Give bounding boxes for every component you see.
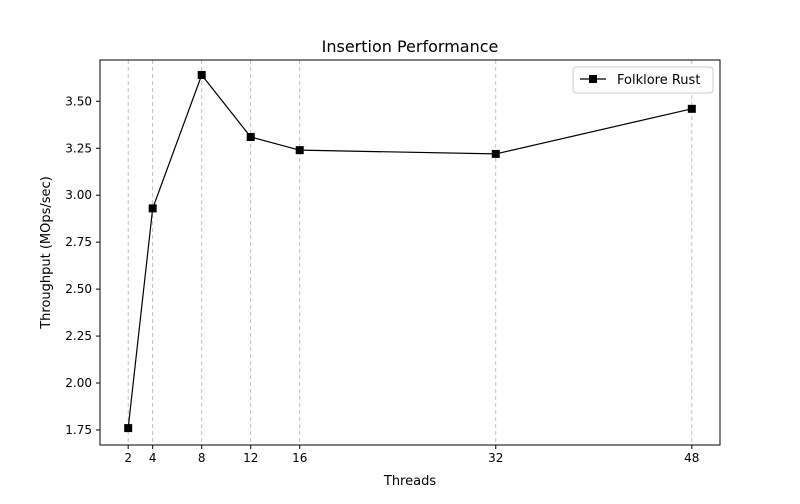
data-point-marker bbox=[491, 149, 500, 158]
y-tick-label: 2.00 bbox=[65, 376, 92, 390]
grid-layer bbox=[127, 60, 693, 445]
chart-title: Insertion Performance bbox=[322, 37, 499, 56]
data-point-marker bbox=[295, 146, 304, 155]
legend-label: Folklore Rust bbox=[617, 73, 700, 88]
x-tick-label: 48 bbox=[684, 451, 699, 465]
legend-square-marker bbox=[589, 75, 597, 83]
data-point-marker bbox=[197, 71, 206, 80]
y-tick-label: 3.50 bbox=[65, 94, 92, 108]
y-axis-label: Throughput (MOps/sec) bbox=[39, 176, 54, 330]
x-axis-label: Threads bbox=[383, 474, 436, 489]
series-line bbox=[127, 73, 692, 429]
y-tick-label: 3.00 bbox=[65, 188, 92, 202]
x-tick-label: 32 bbox=[488, 451, 503, 465]
x-tick-label: 12 bbox=[243, 451, 258, 465]
y-axis-ticks: 1.75 2.00 2.25 2.50 2.75 3.00 3.25 3.50 bbox=[65, 94, 100, 437]
plot-area-frame bbox=[99, 59, 721, 446]
legend-frame bbox=[572, 66, 714, 94]
x-axis-ticks: 2 4 8 12 16 32 48 bbox=[124, 445, 699, 465]
x-tick-label: 2 bbox=[124, 451, 132, 465]
data-point-marker bbox=[148, 204, 157, 213]
series-layer bbox=[124, 71, 696, 433]
y-tick-label: 3.25 bbox=[65, 141, 92, 155]
data-point-marker bbox=[246, 133, 255, 141]
x-tick-label: 16 bbox=[292, 451, 307, 465]
y-tick-label: 2.50 bbox=[65, 282, 92, 296]
y-tick-label: 1.75 bbox=[65, 423, 92, 437]
data-point-marker bbox=[124, 424, 133, 433]
data-point-marker bbox=[687, 104, 696, 113]
legend: Folklore Rust bbox=[572, 66, 714, 94]
y-tick-label: 2.75 bbox=[65, 235, 92, 249]
y-tick-label: 2.25 bbox=[65, 329, 92, 343]
x-tick-label: 8 bbox=[198, 451, 206, 465]
x-tick-label: 4 bbox=[149, 451, 157, 465]
